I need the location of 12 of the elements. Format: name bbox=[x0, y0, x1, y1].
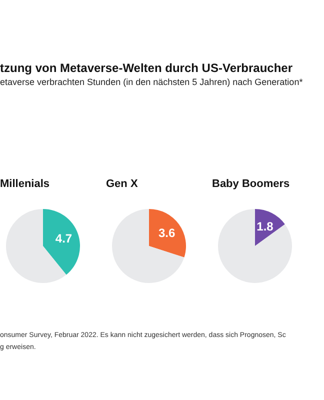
data-label: 1.8 bbox=[256, 219, 274, 234]
pie-slice bbox=[149, 209, 186, 258]
pie-slice bbox=[43, 209, 80, 275]
text: tzung von Metaverse-Welten durch US-Verbraucher bbox=[0, 61, 293, 75]
pie-slice bbox=[218, 209, 292, 283]
chart-title: Baby Boomers bbox=[212, 178, 290, 190]
data-label: 3.6 bbox=[158, 226, 176, 240]
data-label: 4.7 bbox=[55, 232, 72, 246]
text: etaverse verbrachten Stunden (in den nächsten 5 Jahren) nach Generation* bbox=[0, 77, 304, 87]
pie-slice bbox=[112, 209, 184, 283]
chart-title: Millenials bbox=[0, 178, 50, 190]
chart-title: Gen X bbox=[106, 178, 138, 190]
